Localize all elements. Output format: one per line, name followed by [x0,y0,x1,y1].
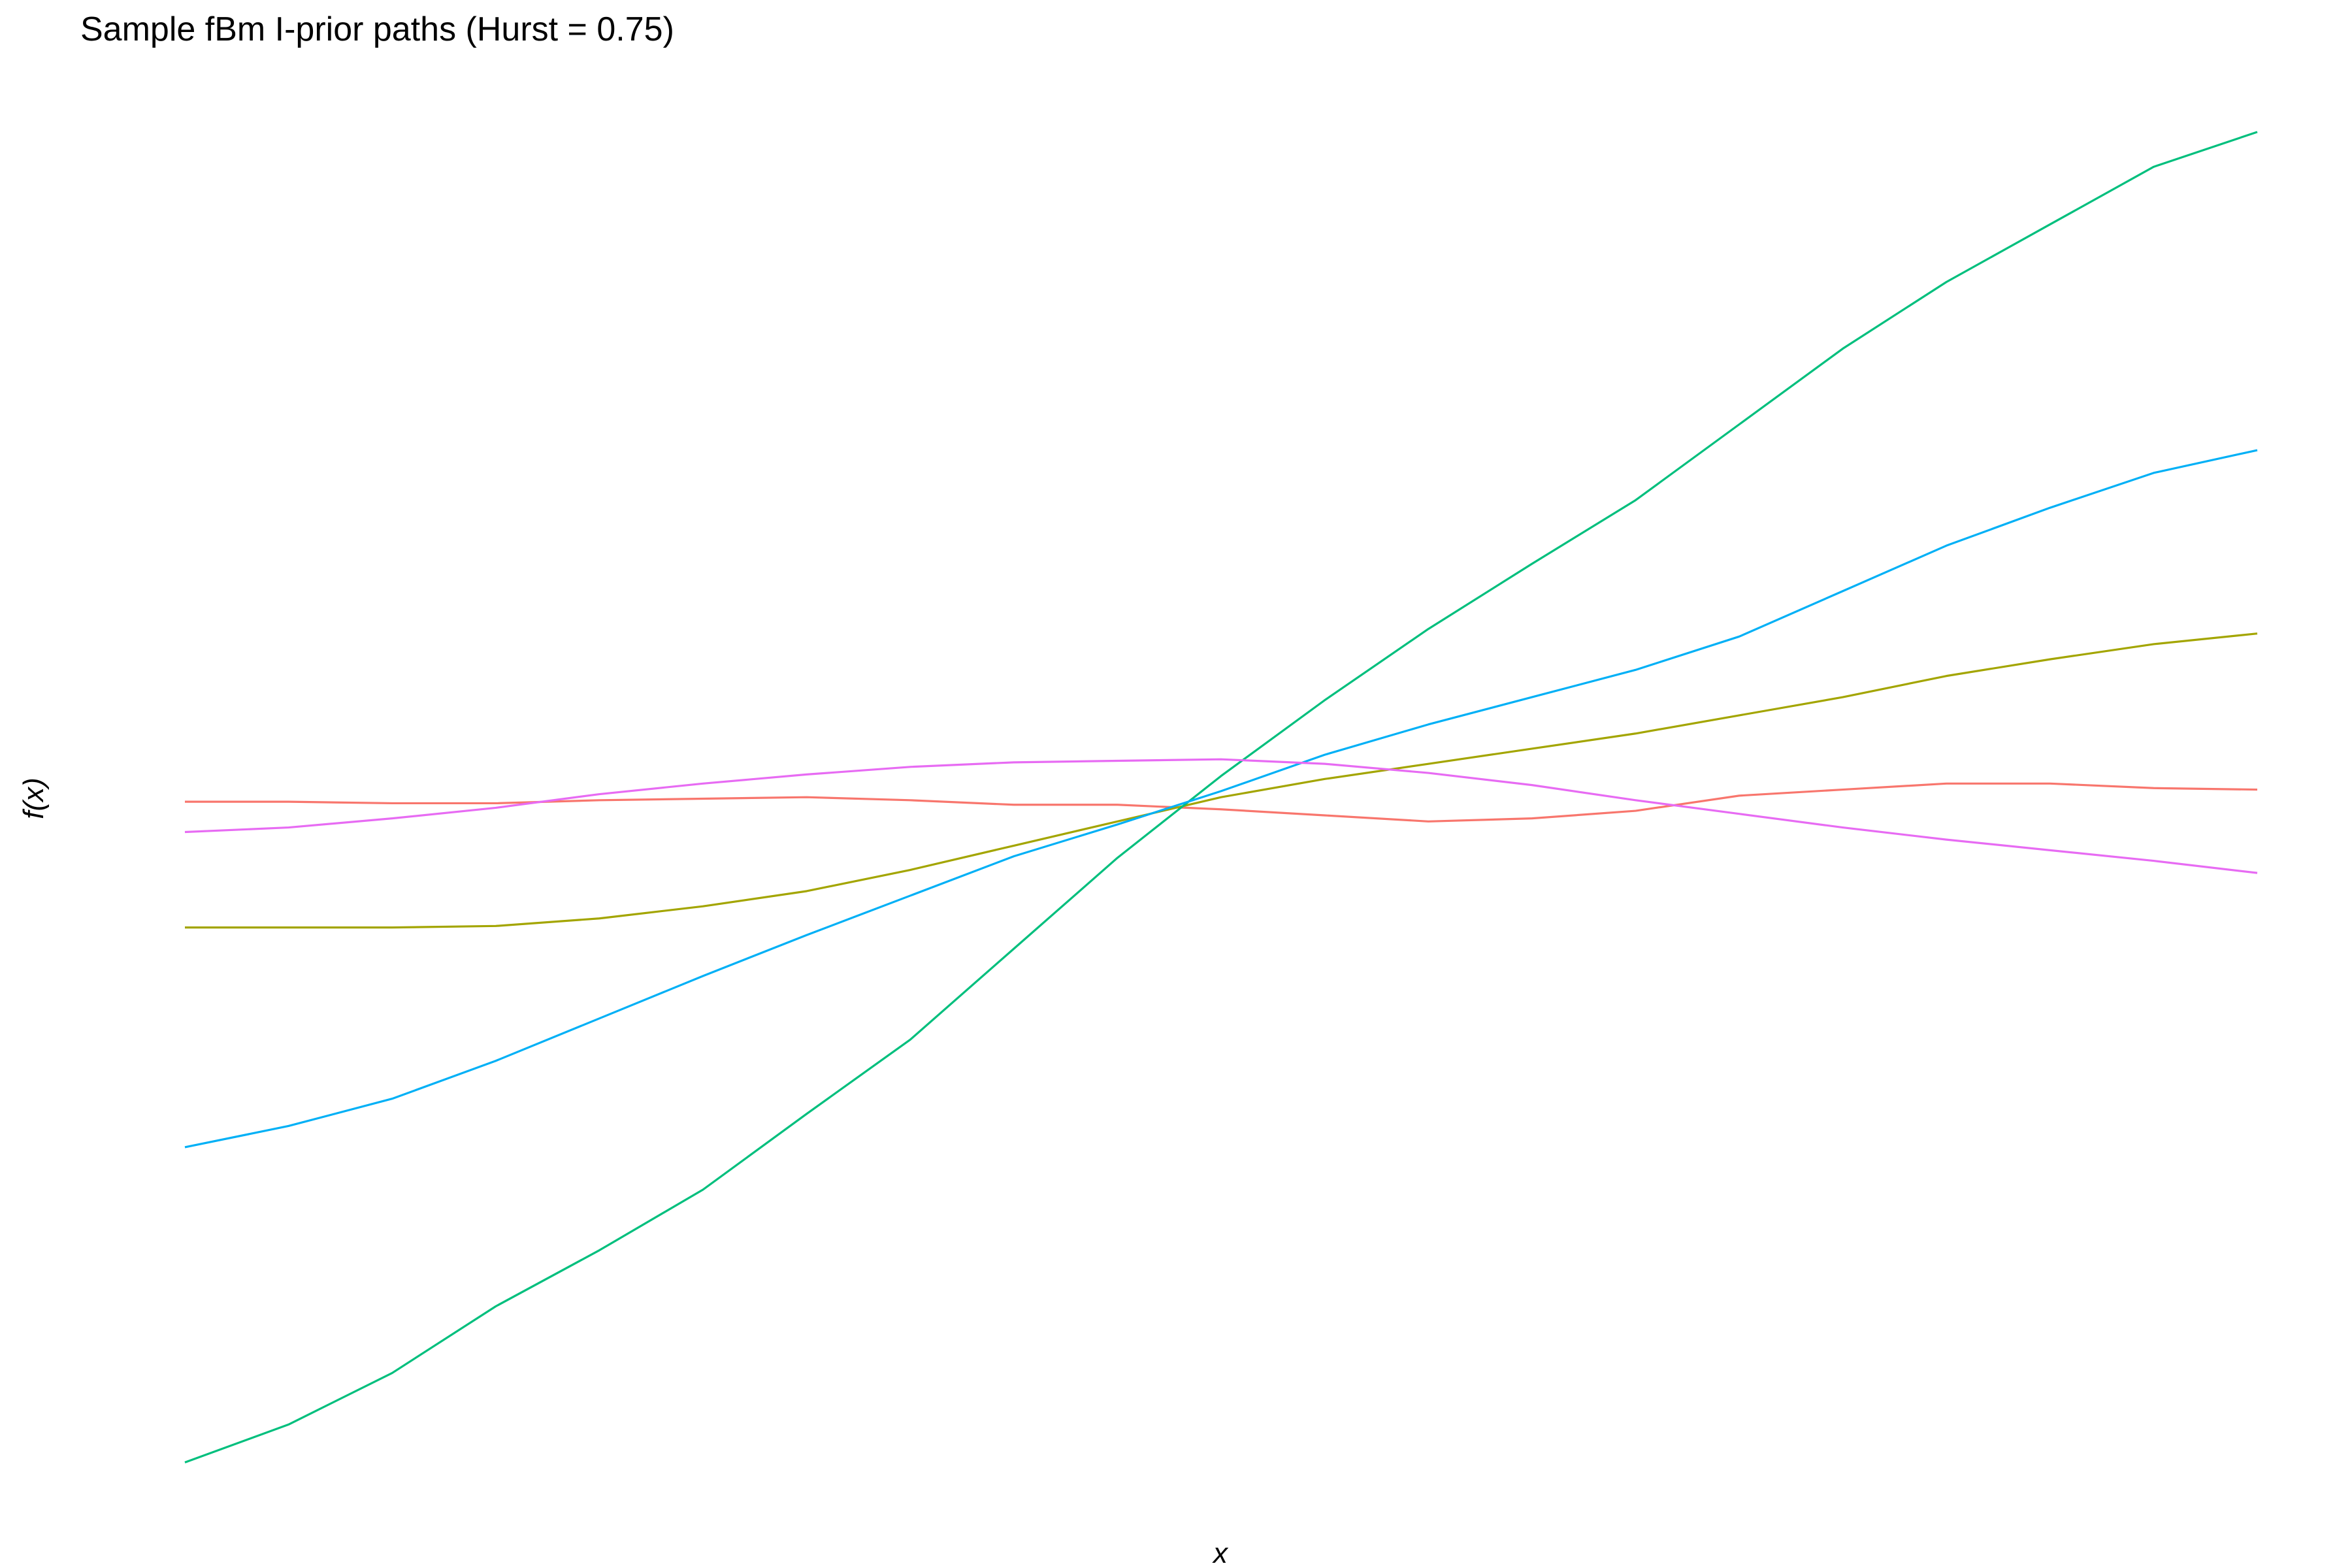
chart-title: Sample fBm I-prior paths (Hurst = 0.75) [80,10,674,48]
series-line [184,449,2258,1149]
series-line [185,632,2258,929]
y-axis-label: f(x) [18,777,50,819]
series-line [184,131,2258,1463]
x-axis-label: x [1212,1537,1229,1568]
series-line [184,758,2258,874]
series-line [185,782,2258,823]
